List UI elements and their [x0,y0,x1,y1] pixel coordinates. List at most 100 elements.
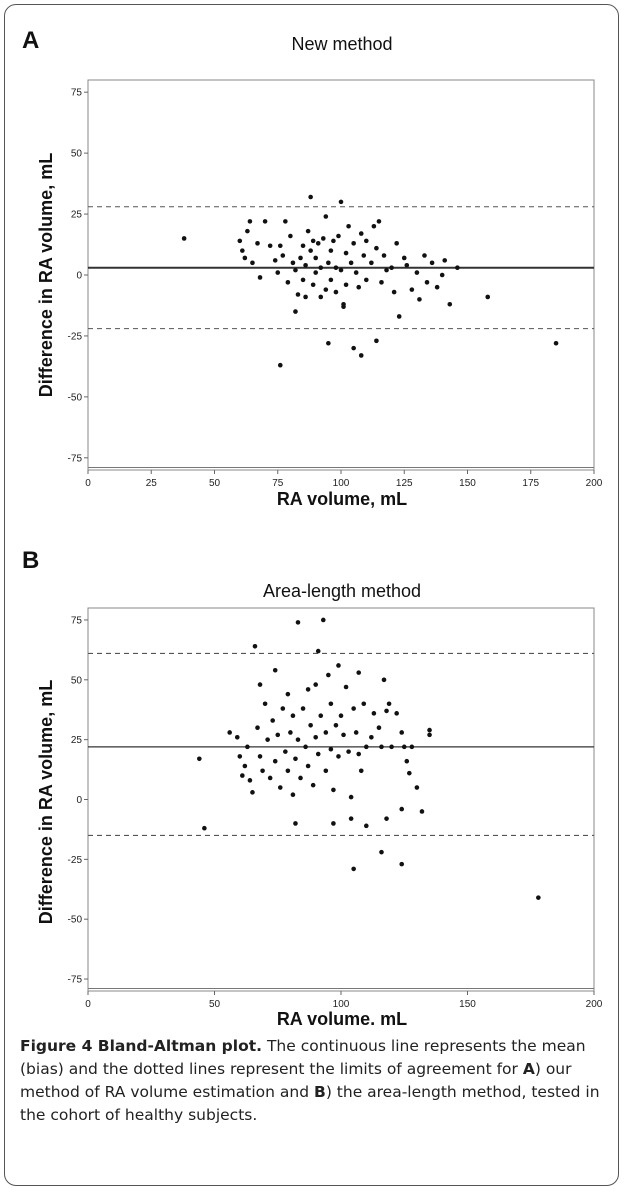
x-tick-label: 50 [209,478,221,489]
data-point [245,744,250,750]
data-point [318,265,324,270]
data-point [348,794,354,800]
data-point [447,301,453,307]
data-point [338,199,344,205]
data-point [295,292,301,297]
data-point [356,284,362,290]
data-point [386,701,392,707]
caption-ref-b: B [313,1083,326,1101]
data-point [260,768,265,774]
figure-caption: Figure 4 Bland-Altman plot. The continuo… [20,1035,610,1127]
x-tick-label: 175 [522,478,539,489]
data-point [409,744,415,750]
data-point [379,849,384,855]
data-point [384,708,389,714]
data-point [313,734,319,740]
data-point [240,248,245,253]
data-point [348,260,354,266]
data-point [364,238,369,244]
data-point [262,219,268,224]
data-point [389,744,394,750]
data-point [341,732,346,738]
data-point [336,754,341,759]
data-point [227,730,232,735]
data-point [262,701,268,707]
data-point [371,711,377,716]
x-tick-label: 200 [586,999,603,1010]
y-tick-label: 0 [76,271,82,282]
data-point [315,751,321,757]
x-tick-label: 100 [333,999,350,1010]
plot-area-b [87,607,595,992]
data-point [338,713,344,719]
data-point [361,701,367,707]
data-point [384,816,389,821]
x-axis-a: 0 25 50 75 100 125 150 175 200 [85,467,603,489]
data-point [272,758,278,764]
x-axis-label-a: RA volume, mL [277,489,407,509]
data-point [197,756,202,762]
data-point [389,265,394,270]
data-point [419,809,425,814]
data-point [379,280,384,285]
data-point [343,282,349,288]
data-point [351,345,356,351]
data-point [394,711,399,716]
loa-lines-a [88,206,594,330]
plot-area-a [87,79,595,471]
data-point [379,744,384,750]
data-point [300,277,306,283]
y-tick-label: 25 [71,735,83,746]
data-point [333,265,339,270]
data-point [265,737,270,742]
data-point [343,250,349,256]
data-point [288,233,293,239]
y-axis-b: -75 -50 -25 0 25 50 75 [68,615,88,986]
data-point [257,275,263,280]
data-point [308,194,313,200]
data-point [270,718,275,723]
y-tick-label: 75 [71,615,83,626]
loa-lines-b [88,652,594,836]
data-point [381,253,387,258]
data-point [328,746,334,752]
points-b [197,617,541,900]
data-point [293,267,298,273]
data-point [277,362,283,368]
data-point [300,243,306,249]
data-point [371,223,377,229]
data-point [277,785,283,790]
data-point [353,270,359,275]
data-point [331,238,336,244]
data-point [485,294,491,300]
data-point [315,648,321,654]
data-point [290,260,296,266]
data-point [348,816,354,821]
data-point [358,231,364,236]
data-point [346,749,351,754]
x-tick-label: 150 [459,999,476,1010]
data-point [351,706,356,711]
data-point [300,706,306,711]
data-point [455,265,460,270]
data-point [353,730,359,735]
data-point [391,289,397,295]
x-tick-label: 50 [209,999,221,1010]
data-point [305,763,311,769]
data-point [247,219,253,224]
data-point [376,219,382,224]
data-point [364,823,369,829]
data-point [427,727,432,733]
x-tick-label: 125 [396,478,413,489]
y-axis-a: -75 -50 -25 0 25 50 75 [68,88,88,464]
data-point [310,282,316,288]
data-point [429,260,435,266]
data-point [283,749,288,754]
data-point [341,304,346,309]
data-point [288,730,293,735]
data-point [336,663,341,668]
y-tick-label: -75 [68,975,83,986]
y-tick-label: 25 [71,210,83,221]
x-tick-label: 0 [85,478,91,489]
y-tick-label: -25 [68,855,83,866]
